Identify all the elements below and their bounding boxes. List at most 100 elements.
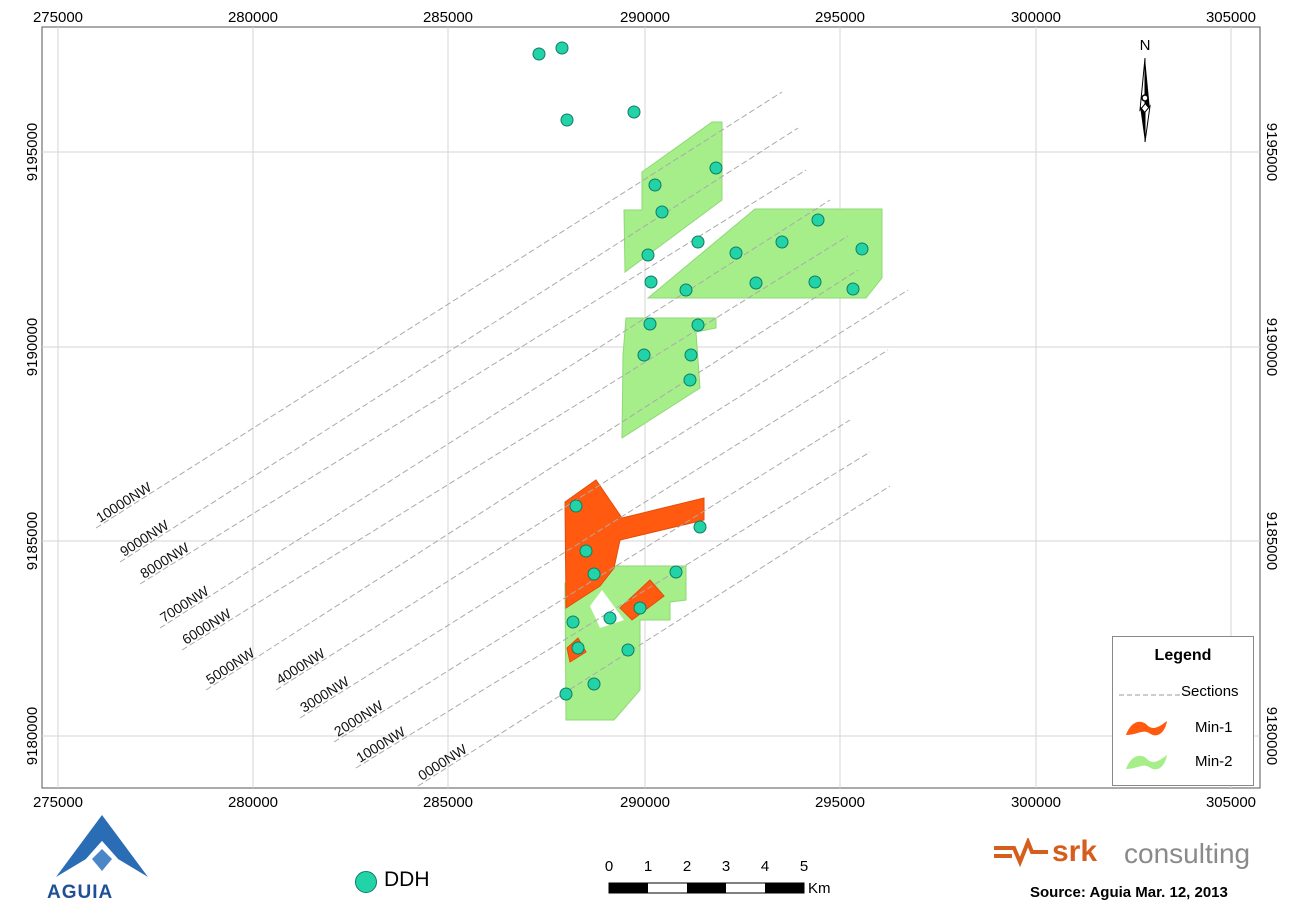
ddh-point — [587, 677, 601, 691]
ddh-points — [532, 41, 869, 701]
x-tick-top: 300000 — [1011, 9, 1061, 26]
ddh-point — [855, 242, 869, 256]
scale-unit: Km — [808, 880, 831, 897]
scale-tick: 1 — [644, 858, 652, 875]
srk-logo-icon — [994, 838, 1048, 868]
ddh-point — [641, 248, 655, 262]
ddh-legend-icon — [355, 871, 377, 893]
ddh-point — [571, 641, 585, 655]
ddh-point — [648, 178, 662, 192]
ddh-point — [679, 283, 693, 297]
ddh-point — [569, 499, 583, 513]
y-tick-right: 9190000 — [1263, 318, 1280, 376]
ddh-point — [643, 317, 657, 331]
section-line — [181, 235, 849, 651]
section-line — [355, 451, 871, 769]
y-tick-right: 9180000 — [1263, 707, 1280, 765]
legend-row-min1: Min-1 — [1113, 715, 1253, 745]
x-tick-top: 280000 — [228, 9, 278, 26]
min-2-swatch-icon — [1126, 755, 1167, 770]
section-line — [417, 485, 891, 787]
x-tick-bottom: 295000 — [815, 794, 865, 811]
ddh-point — [559, 687, 573, 701]
legend-sections-label: Sections — [1181, 683, 1239, 700]
ddh-point — [749, 276, 763, 290]
ddh-point — [655, 205, 669, 219]
ddh-point — [684, 348, 698, 362]
north-label: N — [1140, 37, 1151, 54]
ddh-point — [579, 544, 593, 558]
legend-row-sections: Sections — [1113, 681, 1253, 711]
y-tick-left: 9180000 — [24, 707, 41, 765]
ddh-point — [587, 567, 601, 581]
x-tick-top: 285000 — [423, 9, 473, 26]
y-tick-left: 9190000 — [24, 318, 41, 376]
scale-bar: 0 1 2 3 4 5 Km — [605, 858, 831, 897]
srk-brand: srk — [1052, 835, 1098, 868]
section-line — [299, 349, 889, 719]
ddh-point — [691, 235, 705, 249]
ddh-point — [683, 373, 697, 387]
x-axis-bottom: 275000 280000 285000 290000 295000 30000… — [33, 794, 1256, 811]
ddh-point — [560, 113, 574, 127]
aguia-logo-text: AGUIA — [47, 882, 114, 903]
section-line — [205, 269, 859, 691]
x-tick-top: 275000 — [33, 9, 83, 26]
scale-tick: 3 — [722, 858, 730, 875]
ddh-point — [627, 105, 641, 119]
ddh-point — [775, 235, 789, 249]
source-note: Source: Aguia Mar. 12, 2013 — [1030, 884, 1228, 901]
x-tick-bottom: 290000 — [620, 794, 670, 811]
x-tick-bottom: 275000 — [33, 794, 83, 811]
y-tick-right: 9185000 — [1263, 512, 1280, 570]
scale-tick: 0 — [605, 858, 613, 875]
scale-tick: 5 — [800, 858, 808, 875]
ddh-point — [693, 520, 707, 534]
min-1-zone-center — [619, 579, 665, 621]
x-tick-bottom: 305000 — [1206, 794, 1256, 811]
x-tick-bottom: 285000 — [423, 794, 473, 811]
section-line — [95, 91, 783, 529]
y-tick-left: 9195000 — [24, 123, 41, 181]
ddh-point — [637, 348, 651, 362]
scale-tick: 2 — [683, 858, 691, 875]
aguia-logo-icon — [56, 815, 148, 877]
ddh-point — [709, 161, 723, 175]
ddh-point — [566, 615, 580, 629]
ddh-point — [691, 318, 705, 332]
legend-title: Legend — [1154, 647, 1212, 664]
y-axis-right: 9195000 9190000 9185000 9180000 — [1263, 123, 1280, 765]
ddh-point — [644, 275, 658, 289]
srk-consulting: consulting — [1124, 838, 1251, 869]
ddh-point — [729, 246, 743, 260]
ddh-legend-label: DDH — [384, 868, 430, 891]
y-tick-left: 9185000 — [24, 512, 41, 570]
y-tick-right: 9195000 — [1263, 123, 1280, 181]
x-tick-top: 295000 — [815, 9, 865, 26]
legend-row-min2: Min-2 — [1113, 749, 1253, 779]
section-line — [159, 199, 831, 629]
min-1-swatch-icon — [1126, 721, 1167, 736]
y-axis-left: 9195000 9190000 9185000 9180000 — [24, 123, 41, 765]
ddh-point — [846, 282, 860, 296]
section-line — [333, 419, 851, 743]
legend-min1-label: Min-1 — [1195, 719, 1233, 736]
min-2-zone-north-b — [646, 208, 883, 299]
min-2-zone-middle — [621, 317, 717, 439]
section-line — [119, 127, 799, 563]
x-tick-top: 290000 — [620, 9, 670, 26]
ddh-point — [669, 565, 683, 579]
x-axis-top: 275000 280000 285000 290000 295000 30000… — [33, 9, 1256, 26]
x-tick-bottom: 280000 — [228, 794, 278, 811]
x-tick-bottom: 300000 — [1011, 794, 1061, 811]
ddh-point — [603, 611, 617, 625]
ddh-point — [621, 643, 635, 657]
ddh-point — [633, 601, 647, 615]
ddh-point — [808, 275, 822, 289]
scale-tick: 4 — [761, 858, 769, 875]
x-tick-top: 305000 — [1206, 9, 1256, 26]
ddh-point — [532, 47, 546, 61]
min-2-zone-north-a — [623, 121, 723, 273]
ddh-point — [555, 41, 569, 55]
